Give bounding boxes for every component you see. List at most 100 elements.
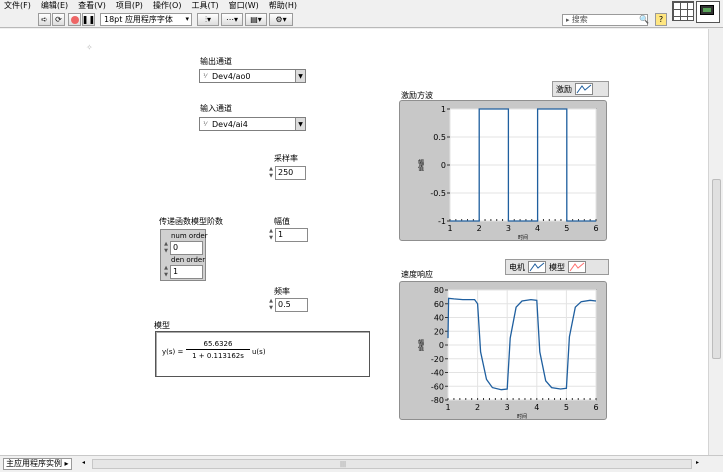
- align-objects-icon[interactable]: ⫶▾: [197, 13, 219, 26]
- plot-line-icon: [568, 261, 586, 273]
- graph2-legend-model-label: 模型: [549, 262, 565, 272]
- app-instance-text: 主应用程序实例: [6, 459, 62, 468]
- amplitude-value[interactable]: 1: [275, 228, 308, 242]
- x-tick-label: 4: [534, 403, 539, 412]
- vi-icon[interactable]: [696, 1, 720, 23]
- reorder-icon[interactable]: ⚙▾: [269, 13, 293, 26]
- x-tick-label: 4: [535, 224, 540, 233]
- frequency-control[interactable]: ▲ ▼ 0.5: [267, 298, 308, 312]
- frequency-label: 频率: [274, 287, 290, 296]
- io-name-icon: ⅟: [203, 120, 207, 128]
- scroll-left-icon[interactable]: ◂: [82, 459, 86, 466]
- scroll-right-icon[interactable]: ▸: [696, 459, 700, 466]
- graph1-frame: 1 2 3 4 5 6 1 0.5 0 -0.5 -1 时间 幅值: [399, 100, 607, 241]
- io-name-icon: ⅟: [203, 72, 207, 80]
- input-channel-value: Dev4/ai4: [212, 119, 248, 129]
- chevron-down-icon[interactable]: ▼: [295, 118, 305, 130]
- output-channel-control[interactable]: ⅟ Dev4/ao0 ▼: [199, 69, 306, 83]
- y-tick-label: 0: [441, 161, 446, 170]
- status-and-scroll-bar: 主应用程序实例 ▸ ||| ◂ ▸: [0, 455, 723, 472]
- menu-item[interactable]: 工具(T): [191, 1, 219, 10]
- sample-rate-label: 采样率: [274, 154, 298, 163]
- distribute-objects-icon[interactable]: ⋯▾: [221, 13, 243, 26]
- num-order-value[interactable]: 0: [170, 241, 203, 255]
- origin-marker: ✧: [86, 43, 93, 52]
- den-order-control[interactable]: ▲ ▼ 1: [162, 265, 203, 279]
- x-tick-label: 6: [593, 224, 598, 233]
- den-order-label: den order: [171, 256, 206, 264]
- graph1-legend[interactable]: 激励: [552, 81, 609, 97]
- model-indicator: y(s) = 65.6326 1 + 0.113162s u(s): [155, 331, 370, 377]
- graph2-plot[interactable]: 1 2 3 4 5 6 80 60 40 20 0 -20 -40 -60 -80 时间 幅值: [400, 282, 608, 421]
- num-order-label: num order: [171, 232, 208, 240]
- abort-icon[interactable]: [68, 13, 81, 26]
- y-tick-label: -80: [431, 396, 444, 405]
- menu-item[interactable]: 查看(V): [78, 1, 106, 10]
- menu-item[interactable]: 编辑(E): [40, 1, 69, 10]
- font-select-label: 18pt 应用程序字体: [104, 15, 173, 24]
- app-instance-label[interactable]: 主应用程序实例 ▸: [3, 458, 72, 470]
- plot-line-icon: [575, 83, 593, 95]
- run-continuously-icon[interactable]: ⟳: [52, 13, 65, 26]
- x-tick-label: 3: [506, 224, 511, 233]
- x-tick-label: 5: [564, 224, 569, 233]
- frequency-value[interactable]: 0.5: [275, 298, 308, 312]
- increment-decrement-icon[interactable]: ▲ ▼: [164, 241, 168, 254]
- resize-objects-icon[interactable]: ▤▾: [245, 13, 267, 26]
- tf-order-label: 传递函数模型阶数: [159, 217, 223, 226]
- font-select[interactable]: 18pt 应用程序字体 ▾: [100, 13, 192, 26]
- scroll-thumb[interactable]: [712, 179, 721, 359]
- chevron-down-icon[interactable]: ▼: [295, 70, 305, 82]
- pause-icon[interactable]: ❚❚: [81, 13, 96, 26]
- y-tick-label: -0.5: [430, 189, 446, 198]
- front-panel: ✧ 输出通道 ⅟ Dev4/ao0 ▼ 输入通道 ⅟ Dev4/ai4 ▼ 采样…: [0, 29, 708, 455]
- vertical-scrollbar[interactable]: [708, 29, 723, 455]
- help-icon[interactable]: ?: [655, 13, 667, 26]
- y-axis-label: 幅值: [417, 338, 424, 352]
- den-order-value[interactable]: 1: [170, 265, 203, 279]
- num-order-control[interactable]: ▲ ▼ 0: [162, 241, 203, 255]
- connector-pane-icon[interactable]: [672, 1, 694, 21]
- graph2-frame: 1 2 3 4 5 6 80 60 40 20 0 -20 -40 -60 -80 时间 幅值: [399, 281, 607, 420]
- run-arrow-icon[interactable]: ➪: [38, 13, 51, 26]
- input-channel-control[interactable]: ⅟ Dev4/ai4 ▼: [199, 117, 306, 131]
- menu-item[interactable]: 操作(O): [152, 1, 182, 10]
- menu-item[interactable]: 窗口(W): [228, 1, 259, 10]
- x-axis-label: 时间: [518, 234, 528, 241]
- y-tick-label: 40: [434, 314, 444, 323]
- amplitude-control[interactable]: ▲ ▼ 1: [267, 228, 308, 242]
- graph1-title: 激励方波: [401, 91, 433, 100]
- y-tick-label: -20: [431, 355, 444, 364]
- model-label: 模型: [154, 321, 170, 330]
- horizontal-scrollbar[interactable]: [92, 459, 692, 469]
- increment-decrement-icon[interactable]: ▲ ▼: [269, 298, 273, 311]
- menu-item[interactable]: 项目(P): [115, 1, 143, 10]
- y-tick-label: -1: [438, 217, 446, 226]
- x-tick-label: 2: [477, 224, 482, 233]
- graph1-plot[interactable]: 1 2 3 4 5 6 1 0.5 0 -0.5 -1 时间 幅值: [400, 101, 608, 242]
- graph2-title: 速度响应: [401, 270, 433, 279]
- search-icon[interactable]: 🔍: [639, 15, 649, 24]
- x-tick-label: 6: [593, 403, 598, 412]
- graph1-legend-label: 激励: [556, 84, 572, 94]
- y-tick-label: -40: [431, 369, 444, 378]
- search-input[interactable]: ▸ 搜索: [562, 14, 648, 26]
- x-tick-label: 1: [447, 224, 452, 233]
- search-dropdown-icon: ▸: [566, 16, 572, 24]
- increment-decrement-icon[interactable]: ▲ ▼: [164, 265, 168, 278]
- chevron-down-icon: ▾: [185, 15, 189, 23]
- sample-rate-value[interactable]: 250: [275, 166, 306, 180]
- increment-decrement-icon[interactable]: ▲ ▼: [269, 228, 273, 241]
- amplitude-label: 幅值: [274, 217, 290, 226]
- sample-rate-control[interactable]: ▲ ▼ 250: [267, 166, 306, 180]
- menubar: 文件(F) 编辑(E) 查看(V) 项目(P) 操作(O) 工具(T) 窗口(W) 帮助(H): [0, 0, 723, 12]
- graph2-legend[interactable]: 电机 模型: [505, 259, 609, 275]
- series-line: [450, 108, 596, 222]
- output-channel-value: Dev4/ao0: [212, 71, 251, 81]
- x-tick-label: 3: [505, 403, 510, 412]
- increment-decrement-icon[interactable]: ▲ ▼: [269, 166, 273, 179]
- menu-item[interactable]: 文件(F): [4, 1, 31, 10]
- y-tick-label: 0.5: [433, 133, 446, 142]
- output-channel-label: 输出通道: [200, 57, 232, 66]
- menu-item[interactable]: 帮助(H): [268, 1, 298, 10]
